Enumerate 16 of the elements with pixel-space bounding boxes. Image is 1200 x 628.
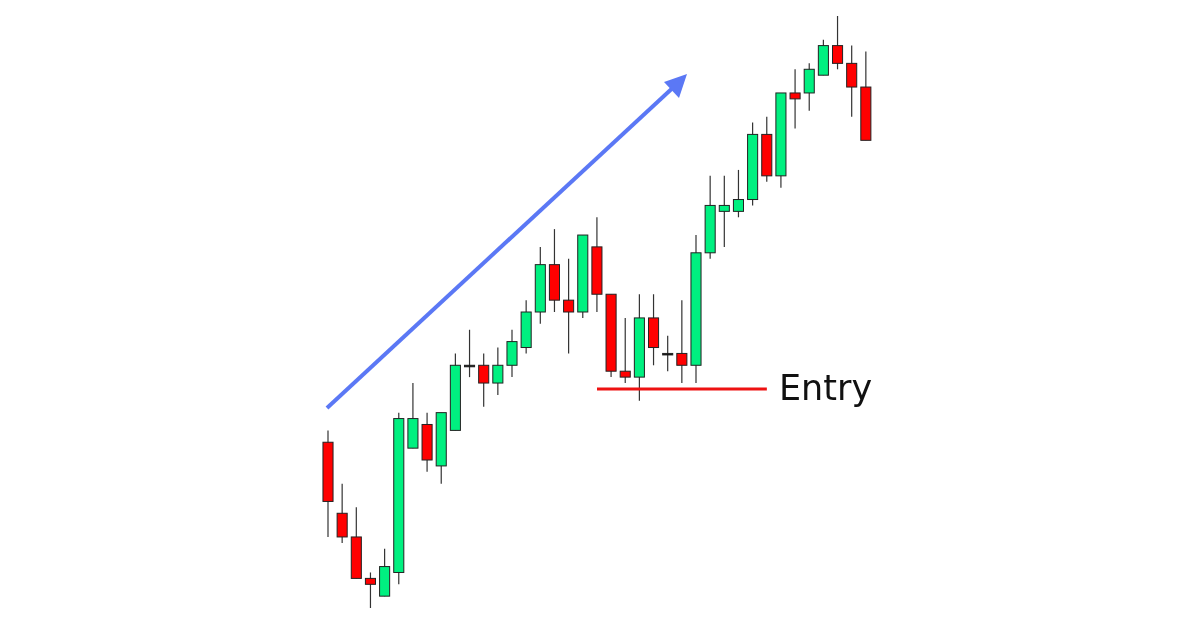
candlestick <box>662 335 674 372</box>
candlestick <box>718 175 730 248</box>
candlestick <box>832 16 844 70</box>
candlestick <box>803 62 815 112</box>
candlestick <box>846 45 858 118</box>
candlestick <box>478 352 490 408</box>
candlestick <box>506 329 518 378</box>
candlestick <box>676 299 688 384</box>
candlestick <box>336 483 348 544</box>
candlestick <box>619 317 631 384</box>
candlestick <box>732 169 744 218</box>
candlestick <box>492 346 504 396</box>
candlestick <box>364 571 376 608</box>
annotation: Entry <box>779 366 873 409</box>
candlestick <box>789 68 801 130</box>
candlestick <box>563 258 575 355</box>
